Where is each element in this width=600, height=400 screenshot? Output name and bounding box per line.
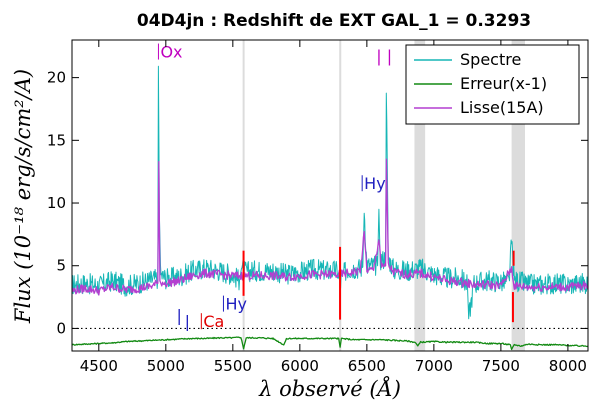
y-tick-label-3: 15: [47, 131, 66, 149]
sky-band-2: [414, 40, 426, 351]
y-tick-label-4: 20: [47, 69, 66, 87]
plot-frame: [71, 39, 589, 352]
legend-label-0: Spectre: [460, 50, 521, 69]
annotation-label-3: |: [177, 306, 182, 325]
annotation-label-1: | |: [376, 46, 392, 65]
x-tick-label-1: 5000: [147, 357, 185, 375]
x-tick-label-3: 6000: [281, 357, 319, 375]
y-tick-label-2: 10: [47, 194, 66, 212]
annotation-label-0: Ox: [160, 43, 182, 62]
annotation-label-4: |: [185, 312, 190, 331]
x-tick-label-6: 7500: [482, 357, 520, 375]
sky-band-1: [339, 40, 342, 351]
annotation-label-5: Ca: [203, 312, 224, 331]
series-lisse-15a--line: [72, 158, 588, 296]
x-tick-label-0: 4500: [80, 357, 118, 375]
annotation-label-2: Hy: [364, 174, 386, 193]
legend-label-1: Erreur(x-1): [460, 74, 547, 93]
y-axis-ticks: 0 5 10 15 20: [47, 69, 588, 337]
y-tick-label-1: 5: [56, 257, 66, 275]
sky-band-0: [242, 40, 245, 351]
x-axis-ticks: 4500 5000 5500 6000 6500 7000 7500 8000: [80, 40, 587, 375]
y-axis-label: Flux (10⁻¹⁸ erg/s/cm²/A): [11, 69, 35, 324]
x-axis-label: λ observé (Å): [258, 376, 401, 400]
legend: Spectre Erreur(x-1) Lisse(15A): [405, 44, 580, 125]
series-erreur-x-1--line: [72, 336, 588, 351]
sky-residual-marks: [242, 246, 515, 323]
x-tick-label-2: 5500: [214, 357, 252, 375]
x-tick-label-7: 8000: [549, 357, 587, 375]
chart-title: 04D4jn : Redshift de EXT GAL_1 = 0.3293: [137, 11, 531, 31]
y-tick-label-0: 0: [56, 319, 66, 337]
x-tick-label-4: 6500: [348, 357, 386, 375]
annotation-label-6: Hy: [225, 295, 247, 314]
series-layer: [72, 65, 588, 351]
legend-label-2: Lisse(15A): [460, 98, 544, 117]
x-tick-label-5: 7000: [415, 357, 453, 375]
